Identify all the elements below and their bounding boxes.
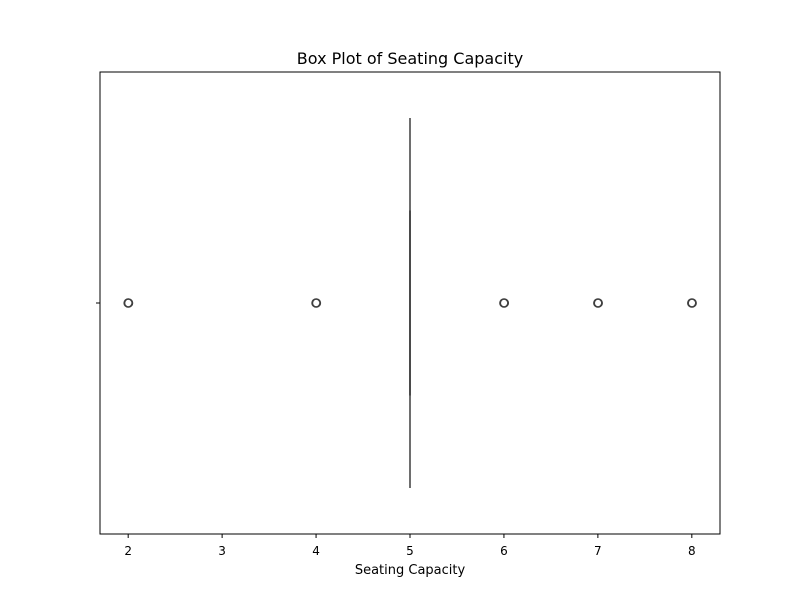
outlier-point-overlap (499, 298, 510, 308)
x-tick-label: 5 (406, 544, 414, 558)
x-tick-label: 2 (124, 544, 132, 558)
chart-title: Box Plot of Seating Capacity (297, 49, 523, 68)
x-axis-ticks: 2 3 4 5 6 7 8 (124, 534, 696, 558)
x-tick-label: 4 (312, 544, 320, 558)
x-tick-label: 3 (218, 544, 226, 558)
x-tick-label: 8 (688, 544, 696, 558)
x-axis-label: Seating Capacity (355, 563, 466, 578)
outlier-points (123, 298, 697, 308)
outlier-point-overlap (124, 298, 134, 308)
outlier-point-overlap (311, 298, 322, 308)
outlier-point-overlap (593, 298, 603, 308)
outlier-point-overlap (687, 298, 697, 308)
x-tick-label: 7 (594, 544, 602, 558)
x-tick-label: 6 (500, 544, 508, 558)
